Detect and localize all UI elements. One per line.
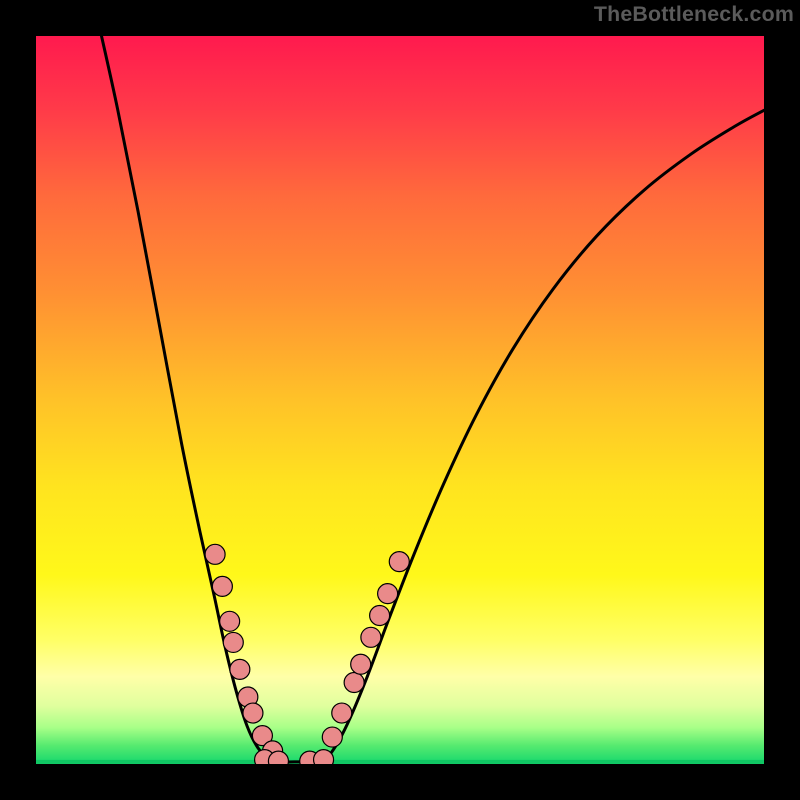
data-marker [223,632,243,652]
data-marker [351,654,371,674]
data-marker [332,703,352,723]
plot-background-gradient [36,36,764,764]
data-marker [378,584,398,604]
data-marker [322,727,342,747]
data-marker [361,627,381,647]
data-marker [212,576,232,596]
data-marker [370,605,390,625]
data-marker [243,703,263,723]
data-marker [205,544,225,564]
data-marker [220,611,240,631]
bottleneck-chart [0,0,800,800]
watermark-text: TheBottleneck.com [594,2,794,27]
data-marker [389,552,409,572]
data-marker [230,659,250,679]
chart-stage: TheBottleneck.com [0,0,800,800]
data-marker [344,672,364,692]
